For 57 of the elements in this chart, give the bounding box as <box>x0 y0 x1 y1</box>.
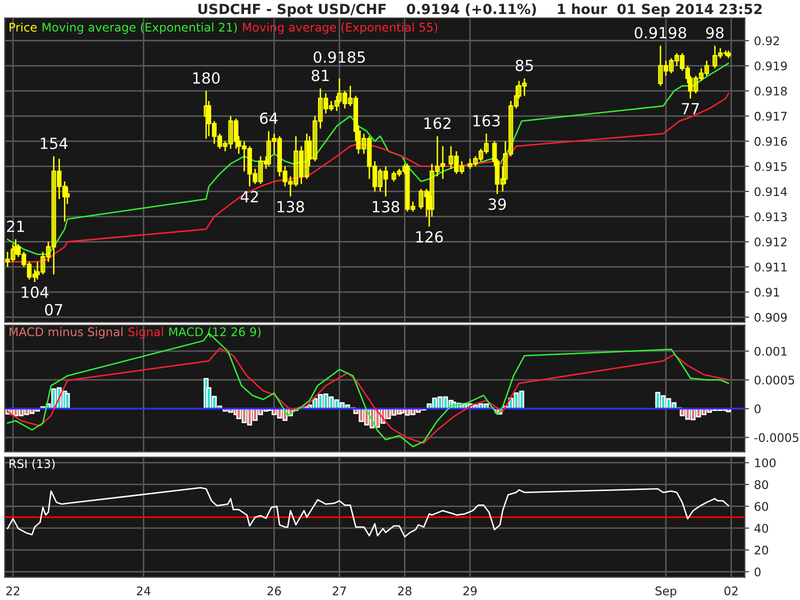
y-tick-label: 80 <box>754 480 768 490</box>
y-tick-label: 0.909 <box>754 312 787 322</box>
annotation: 39 <box>488 198 506 210</box>
annotation: 104 <box>22 286 48 298</box>
x-tick-label: 27 <box>332 586 346 596</box>
y-tick-label: 0.92 <box>754 36 779 46</box>
y-tick-label: 0.919 <box>754 61 787 70</box>
x-tick-label: 29 <box>463 586 477 596</box>
y-tick-label: 0.917 <box>754 112 787 121</box>
y-tick-label: 0.001 <box>754 346 787 356</box>
y-tick-label: 0.914 <box>754 187 787 196</box>
x-tick-label: 28 <box>398 586 412 596</box>
x-tick-label: 22 <box>6 586 20 596</box>
annotation: 138 <box>278 200 304 212</box>
x-tick-label: 26 <box>267 586 281 596</box>
y-tick-label: 100 <box>755 458 776 468</box>
y-tick-label: 0.0005 <box>754 376 794 385</box>
annotation: 138 <box>372 200 400 212</box>
series-label: RSI (13) <box>10 459 55 470</box>
annotation: 162 <box>424 117 450 130</box>
annotation: 126 <box>416 231 443 243</box>
annotation: 21 <box>7 220 24 232</box>
y-tick-label: 0.913 <box>754 212 787 222</box>
y-tick-label: 40 <box>754 524 768 533</box>
text: MACD minus Signal <box>10 327 122 339</box>
y-tick-label: 0.911 <box>754 262 787 272</box>
annotation: 0.9185 <box>314 51 365 63</box>
y-tick-label: 0 <box>754 404 761 414</box>
x-tick-label: 24 <box>136 586 150 596</box>
y-tick-label: 0 <box>754 567 761 576</box>
y-tick-label: 0.916 <box>754 136 787 146</box>
annotation: 154 <box>40 138 68 150</box>
text: Price <box>10 22 37 32</box>
annotation: 163 <box>473 114 500 127</box>
text: Moving average (Exponential 55) <box>243 22 438 34</box>
annotation: 180 <box>193 72 220 84</box>
annotation: 85 <box>516 60 533 72</box>
y-tick-label: 20 <box>754 546 768 555</box>
annotation: 81 <box>312 70 329 82</box>
annotation: 0.9198 <box>634 26 686 39</box>
y-tick-label: 60 <box>754 502 768 511</box>
y-tick-label: 0.915 <box>754 162 787 171</box>
y-tick-label: 0.91 <box>754 288 780 297</box>
annotation: 77 <box>682 103 699 114</box>
text: Signal <box>128 327 163 339</box>
y-tick-label: -0.0005 <box>754 433 798 442</box>
annotation: 98 <box>706 26 724 39</box>
x-tick-label: Sep <box>656 586 676 598</box>
annotation: 42 <box>240 190 258 202</box>
chart-title: USDCHF - Spot USD/CHF 0.9194 (+0.11%) 1 hour 01 Sep 2014 23:52 <box>198 3 762 17</box>
annotation: 07 <box>45 304 62 316</box>
y-tick-label: 0.912 <box>754 237 786 246</box>
series-label: MACD (12 26 9) <box>169 327 261 338</box>
text: Moving average (Exponential 21) <box>42 22 237 34</box>
y-tick-label: 0.918 <box>754 86 787 96</box>
x-tick-label: 02 <box>724 586 738 596</box>
annotation: 64 <box>260 112 278 124</box>
